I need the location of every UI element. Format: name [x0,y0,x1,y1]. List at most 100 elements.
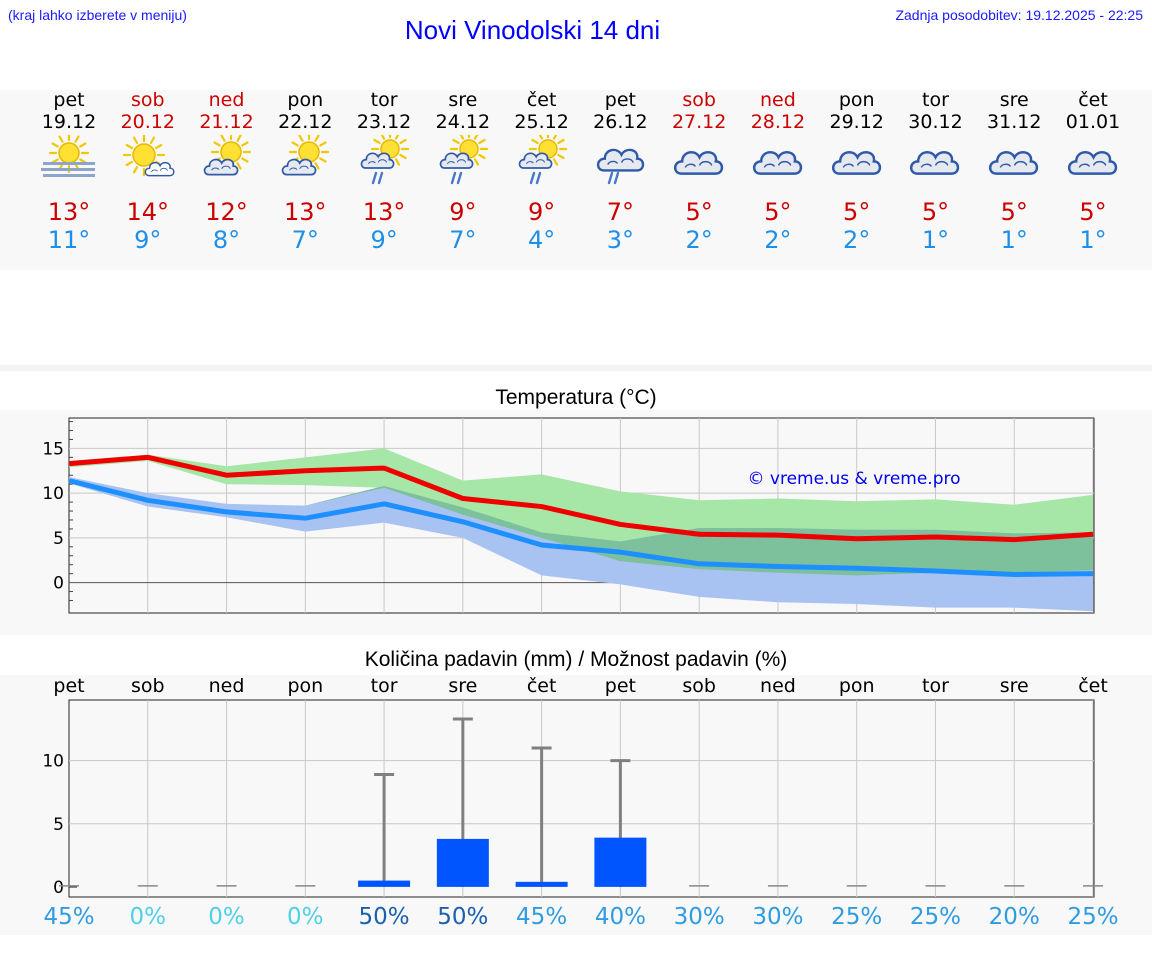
temp-max: 13° [362,198,406,226]
cloud-icon [905,135,965,185]
temp-max: 14° [126,198,170,226]
day-name: pon [287,89,324,111]
day-date: 01.01 [1065,111,1121,133]
cloud-rain-icon [590,135,650,185]
cloud-icon [669,135,729,185]
cloud-icon [748,135,808,185]
precipitation-bar [515,881,568,887]
temp-min: 9° [370,226,398,254]
temp-min: 7° [291,226,319,254]
temp-min: 8° [212,226,241,254]
location-hint: (kraj lahko izberete v meniju) [8,7,187,23]
day-date: 30.12 [908,111,963,133]
precipitation-probability: 50% [437,904,489,930]
overlap-range-band [69,477,1094,576]
temp-max: 13° [47,198,91,226]
x-day-label: ned [760,675,796,697]
precipitation-probability: 0% [208,904,245,930]
day-name: sob [130,89,165,111]
precipitation-probability: 40% [594,904,646,930]
sun-cloud-icon [197,131,257,185]
y-tick-label: 10 [42,752,64,772]
precipitation-probability: 45% [516,904,568,930]
temp-max: 9° [527,198,556,226]
separator [0,365,1152,371]
x-day-label: tor [922,675,949,697]
precipitation-probability: 25% [909,904,962,930]
day-date: 21.12 [199,111,254,133]
precipitation-probability: 30% [673,904,725,930]
precipitation-probability: 45% [43,904,95,930]
forecast-panel [0,90,1152,270]
precipitation-bar [594,837,647,887]
temp-min: 11° [47,226,91,254]
day-name: tor [922,89,949,111]
temp-max: 5° [1000,198,1028,226]
last-updated: Zadnja posodobitev: 19.12.2025 - 22:25 [895,7,1143,23]
day-date: 25.12 [514,111,569,133]
day-name: čet [526,89,557,111]
precipitation-probability: 25% [831,904,883,930]
max-temp-line [68,454,1094,543]
x-day-label: sob [131,675,165,697]
sun-cloud-rain-icon [433,129,493,185]
x-day-label: sre [448,675,477,697]
day-date: 20.12 [120,111,175,133]
precipitation-probability: 0% [129,904,167,930]
x-day-label: pon [287,675,323,697]
x-day-label: sre [1000,675,1029,697]
precipitation-probability: 50% [358,904,410,930]
temp-min: 3° [606,226,635,254]
temp-max: 7° [606,198,635,226]
x-day-label: tor [371,675,398,697]
y-tick-label: 10 [42,484,64,504]
day-name: sob [682,89,716,111]
day-name: ned [208,89,245,111]
temp-min: 2° [685,226,713,254]
temp-max: 5° [843,198,871,226]
temperature-chart-title: Temperatura (°C) [495,386,657,409]
x-day-label: pet [605,675,636,697]
day-date: 26.12 [593,111,648,133]
x-day-label: čet [527,675,557,697]
y-tick-label: 0 [53,878,64,898]
day-name: pon [838,89,875,111]
day-date: 23.12 [356,111,412,133]
day-date: 27.12 [671,111,727,133]
temp-min: 2° [764,226,792,254]
temp-max: 13° [284,198,327,226]
precipitation-bar [358,880,411,887]
precipitation-probability: 0% [287,904,324,930]
precipitation-probability: 20% [988,904,1040,930]
x-day-label: sob [682,675,716,697]
sun-cloud-icon [275,131,335,185]
cloud-icon [984,135,1044,185]
temp-min: 1° [921,226,950,254]
precipitation-probability: 30% [752,904,804,930]
day-name: sre [448,89,478,111]
temp-min: 7° [449,226,477,254]
page-title: Novi Vinodolski 14 dni [404,15,661,45]
temp-min: 1° [1079,226,1107,254]
temp-min: 9° [134,226,162,254]
temp-max: 5° [1079,198,1107,226]
min-temp-line [68,478,1094,578]
y-tick-label: 5 [53,815,64,835]
day-name: ned [760,89,796,111]
x-day-label: pon [839,675,875,697]
temp-max: 5° [764,198,792,226]
precipitation-chart-title: Količina padavin (mm) / Možnost padavin … [364,648,788,671]
temp-max: 12° [205,198,248,226]
temp-max: 5° [685,198,713,226]
precipitation-probability: 25% [1067,904,1119,930]
sun-cloud-rain-icon [512,129,572,185]
day-date: 19.12 [41,111,97,133]
precipitation-plot-area [68,699,1095,898]
y-tick-label: 0 [53,574,64,594]
day-name: pet [53,89,85,111]
temp-max: 9° [449,198,477,226]
day-date: 28.12 [750,111,806,133]
x-day-label: pet [53,675,84,697]
y-tick-label: 5 [53,529,64,549]
